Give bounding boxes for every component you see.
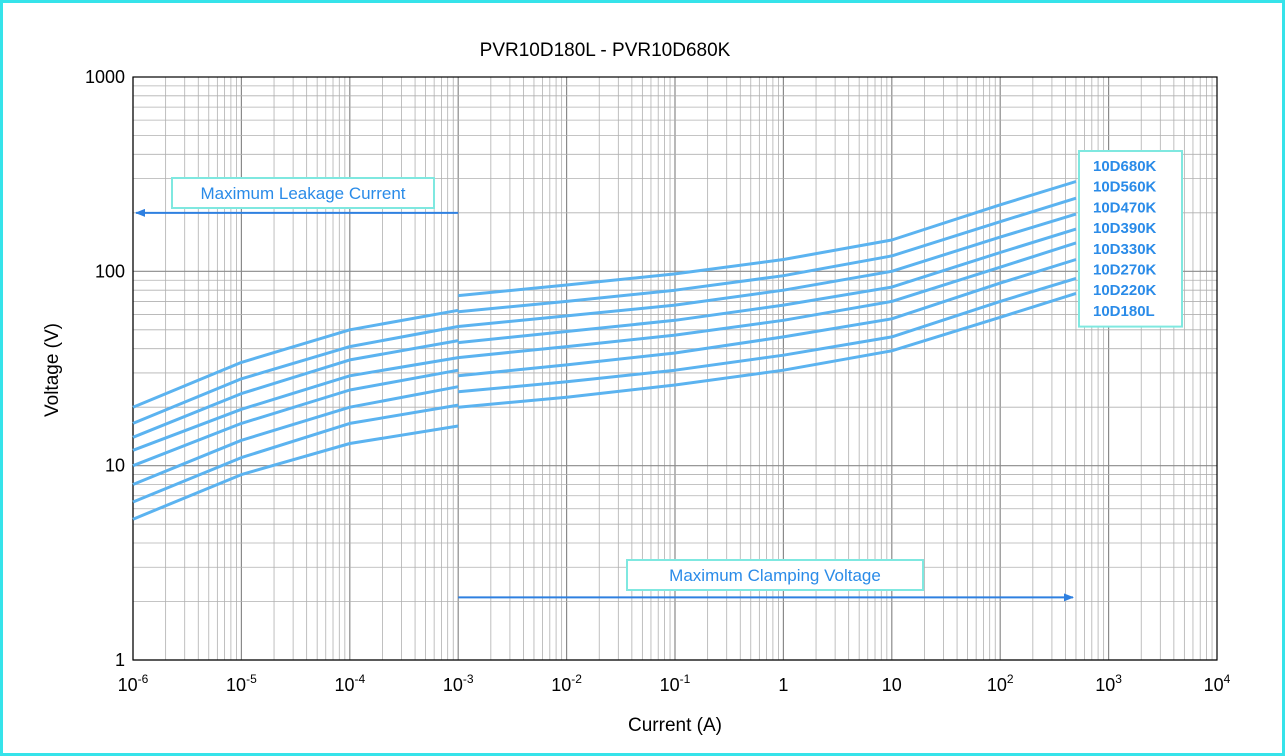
x-axis-label: Current (A)	[628, 715, 722, 736]
legend: 10D680K 10D560K 10D470K 10D390K 10D330K 10D27…	[1078, 150, 1183, 328]
series-line-10D270K-leakage	[132, 385, 459, 486]
annotation-box-clamping	[626, 559, 924, 591]
y-tick-label: 10	[105, 456, 125, 476]
series-line-10D470K-clamping	[458, 212, 1077, 328]
x-tick-label: 10-6	[118, 672, 149, 695]
tick-labels: 10-6 10-5 10-4 10-3 10-2 10-1 1 10 102 103 104 1 10 1…	[85, 67, 1231, 695]
annotation-layer: Maximum Leakage Current Maximum Clamping …	[135, 177, 1074, 602]
y-tick-label: 100	[95, 261, 125, 281]
series-line-10D330K-clamping	[458, 241, 1077, 360]
annotation-box-leakage	[171, 177, 435, 209]
x-tick-label: 102	[987, 672, 1014, 695]
series-layer	[132, 180, 1077, 521]
legend-entry: 10D330K	[1093, 241, 1157, 258]
series-line-10D330K-leakage	[132, 368, 459, 468]
legend-entry: 10D390K	[1093, 220, 1157, 237]
x-tick-label: 10	[882, 675, 902, 695]
series-line-10D220K-leakage	[132, 403, 459, 504]
series-line-10D560K-clamping	[458, 196, 1077, 314]
series-line-10D680K-leakage	[132, 308, 459, 409]
y-tick-label: 1000	[85, 67, 125, 87]
x-tick-label: 10-5	[226, 672, 257, 695]
series-line-10D220K-clamping	[458, 276, 1077, 394]
legend-entry: 10D270K	[1093, 262, 1157, 279]
legend-entry: 10D220K	[1093, 282, 1157, 299]
plot-border	[132, 76, 1218, 661]
series-line-10D560K-leakage	[132, 325, 459, 425]
legend-entry: 10D680K	[1093, 158, 1157, 175]
series-line-10D680K-clamping	[458, 180, 1077, 298]
chart-canvas: PVR10D180L - PVR10D680K Maximum Leakage …	[42, 40, 1231, 736]
x-tick-label: 10-4	[334, 672, 365, 695]
legend-entry: 10D180L	[1093, 303, 1155, 320]
annotation-label-leakage: Maximum Leakage Current	[200, 184, 405, 203]
chart-title: PVR10D180L - PVR10D680K	[480, 40, 731, 61]
legend-entry: 10D560K	[1093, 179, 1157, 196]
x-tick-label: 10-2	[551, 672, 582, 695]
x-tick-label: 103	[1095, 672, 1122, 695]
series-line-10D390K-leakage	[132, 356, 459, 452]
y-tick-label: 1	[115, 650, 125, 670]
x-tick-label: 104	[1204, 672, 1231, 695]
series-line-10D270K-clamping	[458, 258, 1077, 378]
y-axis-label: Voltage (V)	[42, 323, 63, 417]
legend-entry: 10D470K	[1093, 199, 1157, 216]
series-line-10D390K-clamping	[458, 227, 1077, 345]
grid	[132, 76, 1218, 661]
series-line-10D470K-leakage	[132, 339, 459, 439]
series-line-10D180L-clamping	[458, 291, 1077, 409]
annotation-label-clamping: Maximum Clamping Voltage	[669, 566, 881, 585]
x-tick-label: 10-3	[443, 672, 474, 695]
series-line-10D180L-leakage	[132, 424, 459, 521]
legend-box	[1078, 150, 1183, 328]
x-tick-label: 10-1	[660, 672, 691, 695]
x-tick-label: 1	[778, 675, 788, 695]
